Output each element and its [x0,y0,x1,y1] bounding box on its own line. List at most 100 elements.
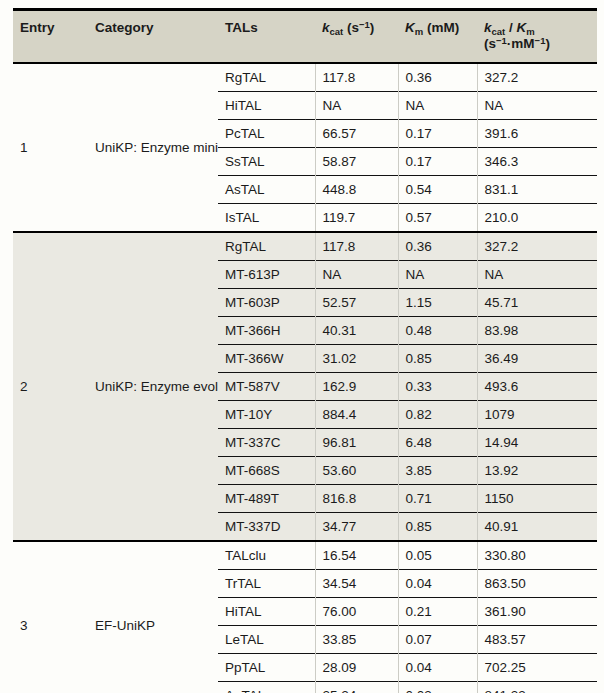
cell-km: 0.05 [398,541,477,570]
cell-kcat: 96.81 [315,429,398,457]
paper-table-page: EntryCategoryTALskcat (s−1)Km (mM)kcat /… [0,8,604,693]
cell-kcat_over_km: 83.98 [477,317,597,345]
cell-kcat: 117.8 [315,63,398,92]
section-3: 3EF-UniKPTALclu16.540.05330.80TrTAL34.54… [13,541,597,693]
cell-km: 0.36 [398,63,477,92]
cell-kcat_over_km: 391.6 [477,120,597,148]
cell-kcat: 76.00 [315,598,398,626]
cell-kcat_over_km: 13.92 [477,457,597,485]
cell-km: NA [398,92,477,120]
cell-km: 0.17 [398,120,477,148]
cell-category: UniKP: Enzyme evolution [88,232,218,541]
section-1: 1UniKP: Enzyme miningRgTAL117.80.36327.2… [13,63,597,232]
cell-kcat: 117.8 [315,232,398,261]
cell-category: UniKP: Enzyme mining [88,63,218,232]
cell-tal: SsTAL [218,148,315,176]
cell-tal: MT-613P [218,261,315,289]
cell-km: 0.07 [398,626,477,654]
tal-kinetics-table: EntryCategoryTALskcat (s−1)Km (mM)kcat /… [13,8,597,693]
cell-category: EF-UniKP [88,541,218,693]
cell-kcat: 448.8 [315,176,398,204]
cell-km: 0.82 [398,401,477,429]
cell-entry: 1 [13,63,88,232]
cell-kcat: NA [315,261,398,289]
cell-kcat_over_km: 841.33 [477,682,597,693]
cell-tal: RgTAL [218,63,315,92]
column-header-kcat: kcat (s−1) [315,10,398,64]
cell-kcat_over_km: NA [477,261,597,289]
header-row: EntryCategoryTALskcat (s−1)Km (mM)kcat /… [13,10,597,64]
cell-kcat_over_km: NA [477,92,597,120]
cell-kcat: 28.09 [315,654,398,682]
cell-kcat_over_km: 702.25 [477,654,597,682]
table-row: 2UniKP: Enzyme evolutionRgTAL117.80.3632… [13,232,597,261]
cell-km: NA [398,261,477,289]
cell-tal: HiTAL [218,598,315,626]
cell-tal: MT-668S [218,457,315,485]
cell-tal: PpTAL [218,654,315,682]
cell-kcat: 34.77 [315,513,398,542]
cell-tal: TALclu [218,541,315,570]
column-header-km: Km (mM) [398,10,477,64]
cell-kcat_over_km: 36.49 [477,345,597,373]
cell-kcat_over_km: 40.91 [477,513,597,542]
cell-km: 0.04 [398,570,477,598]
cell-kcat: 52.57 [315,289,398,317]
cell-km: 0.04 [398,654,477,682]
cell-km: 0.54 [398,176,477,204]
cell-kcat: 884.4 [315,401,398,429]
column-header-entry: Entry [13,10,88,64]
table-row: 1UniKP: Enzyme miningRgTAL117.80.36327.2 [13,63,597,92]
cell-km: 6.48 [398,429,477,457]
cell-km: 0.17 [398,148,477,176]
cell-kcat: NA [315,92,398,120]
cell-kcat: 53.60 [315,457,398,485]
cell-tal: MT-337C [218,429,315,457]
cell-tal: MT-366H [218,317,315,345]
cell-kcat: 162.9 [315,373,398,401]
cell-tal: MT-489T [218,485,315,513]
column-header-kcat_over_km: kcat / Km(s−1·mM−1) [477,10,597,64]
cell-kcat_over_km: 330.80 [477,541,597,570]
cell-tal: MT-587V [218,373,315,401]
column-header-tals: TALs [218,10,315,64]
cell-kcat_over_km: 1079 [477,401,597,429]
cell-kcat: 16.54 [315,541,398,570]
cell-entry: 3 [13,541,88,693]
cell-kcat: 58.87 [315,148,398,176]
cell-km: 1.15 [398,289,477,317]
cell-kcat: 34.54 [315,570,398,598]
cell-km: 0.85 [398,345,477,373]
cell-kcat_over_km: 483.57 [477,626,597,654]
cell-km: 0.36 [398,232,477,261]
cell-tal: AsTAL [218,176,315,204]
column-header-category: Category [88,10,218,64]
cell-tal: MT-366W [218,345,315,373]
cell-entry: 2 [13,232,88,541]
cell-km: 0.48 [398,317,477,345]
cell-tal: PcTAL [218,120,315,148]
cell-km: 3.85 [398,457,477,485]
cell-tal: LeTAL [218,626,315,654]
cell-kcat: 31.02 [315,345,398,373]
cell-tal: AaTAL [218,682,315,693]
cell-kcat: 25.24 [315,682,398,693]
cell-kcat: 816.8 [315,485,398,513]
cell-kcat_over_km: 45.71 [477,289,597,317]
cell-tal: MT-337D [218,513,315,542]
cell-kcat_over_km: 327.2 [477,63,597,92]
cell-km: 0.03 [398,682,477,693]
cell-kcat: 33.85 [315,626,398,654]
cell-tal: IsTAL [218,204,315,233]
cell-kcat_over_km: 210.0 [477,204,597,233]
cell-kcat_over_km: 327.2 [477,232,597,261]
cell-tal: MT-10Y [218,401,315,429]
table-row: 3EF-UniKPTALclu16.540.05330.80 [13,541,597,570]
cell-km: 0.57 [398,204,477,233]
cell-tal: MT-603P [218,289,315,317]
cell-kcat: 40.31 [315,317,398,345]
cell-kcat_over_km: 14.94 [477,429,597,457]
section-2: 2UniKP: Enzyme evolutionRgTAL117.80.3632… [13,232,597,541]
cell-tal: TrTAL [218,570,315,598]
cell-kcat_over_km: 1150 [477,485,597,513]
